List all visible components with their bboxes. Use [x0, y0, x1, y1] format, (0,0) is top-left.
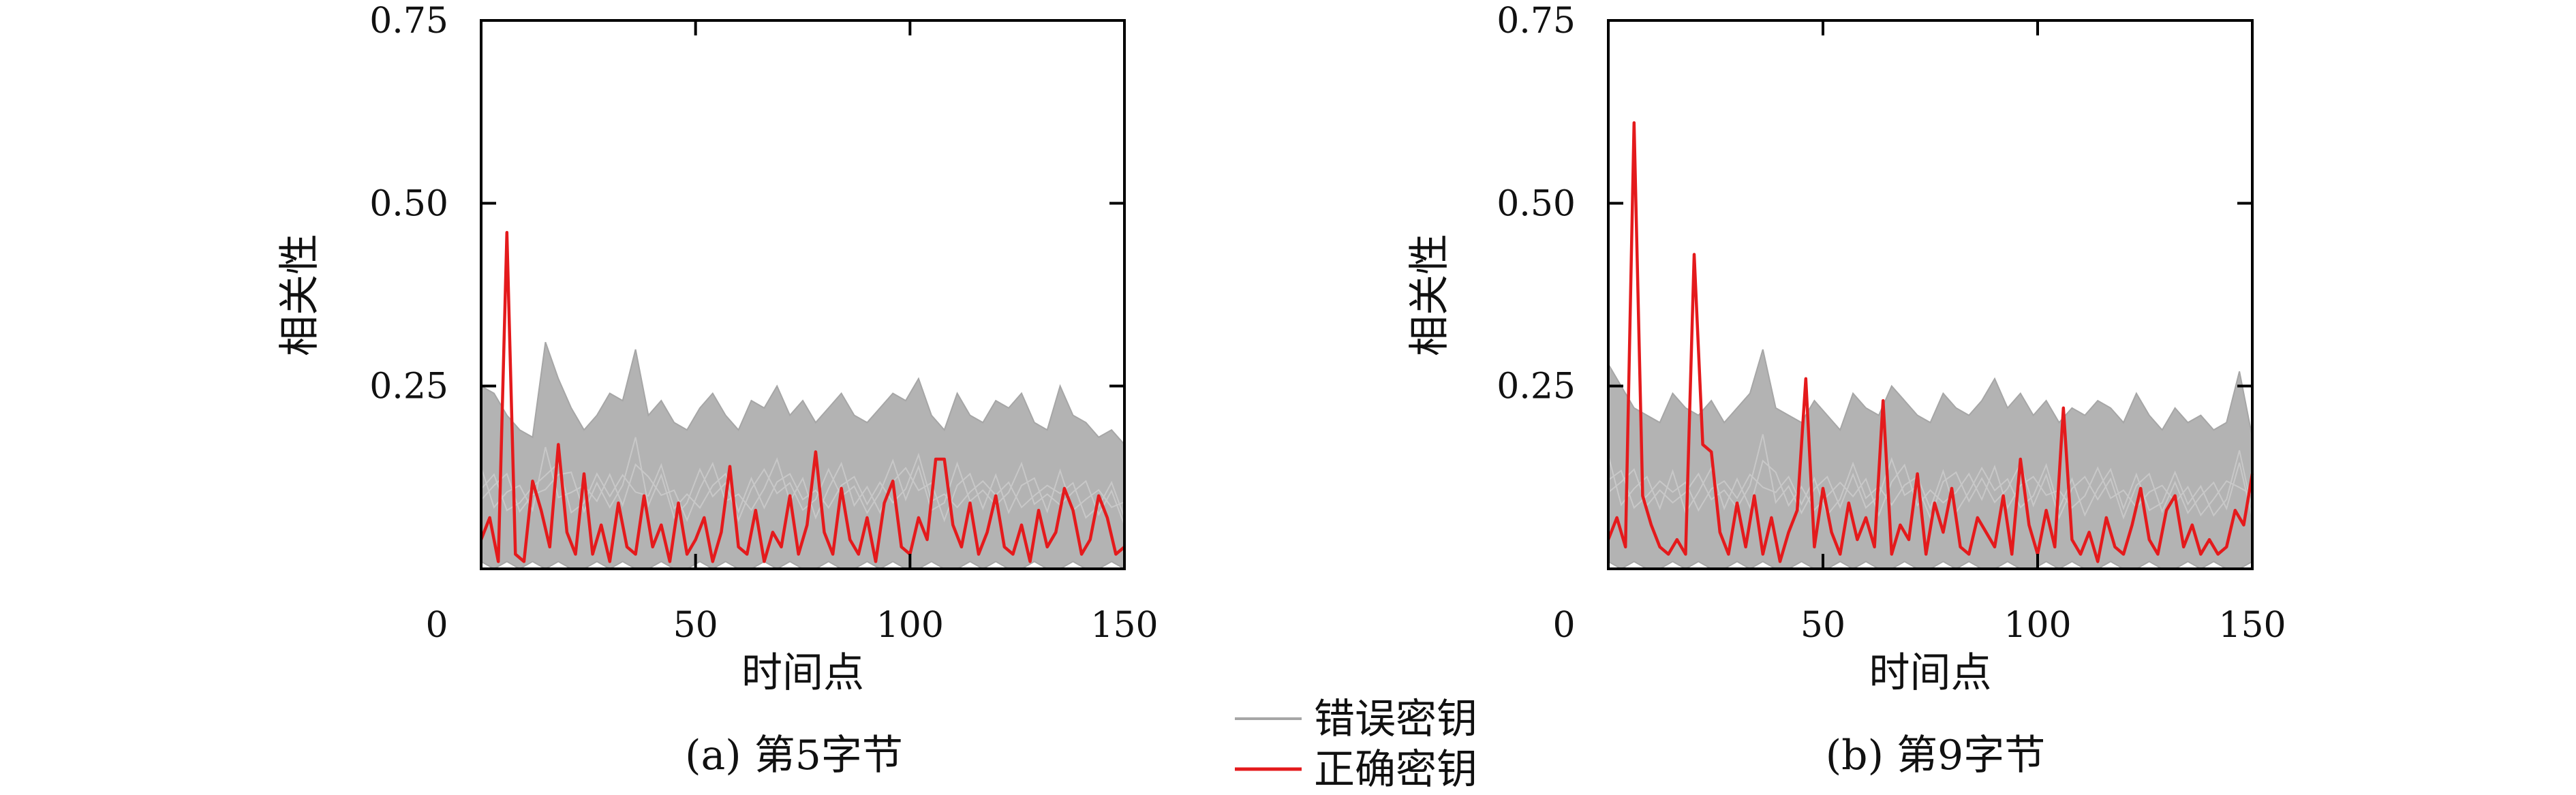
series-correct-key-line	[1606, 121, 2254, 563]
panel-caption: (a) 第5字节	[685, 732, 903, 779]
y-axis-label: 相关性	[276, 234, 324, 356]
x-tick-label: 100	[876, 605, 944, 646]
x-tick-label: 0	[425, 605, 448, 646]
x-tick-label: 150	[1090, 605, 1158, 646]
x-tick-label: 0	[1552, 605, 1575, 646]
x-tick-label: 150	[2218, 605, 2286, 646]
x-tick-label: 100	[2004, 605, 2071, 646]
legend-label: 正确密钥	[1314, 746, 1477, 794]
y-axis-label: 相关性	[1406, 234, 1454, 356]
y-tick-label: 0.25	[369, 367, 448, 407]
y-tick-label: 0.50	[369, 183, 448, 224]
x-tick-label: 50	[1800, 605, 1845, 646]
x-axis-label: 时间点	[1869, 649, 1992, 697]
panel-caption: (b) 第9字节	[1826, 732, 2045, 779]
y-tick-label: 0.75	[369, 1, 448, 42]
series-wrong-key-trace	[480, 452, 1125, 519]
series-wrong-key-trace	[480, 446, 1125, 523]
series-correct-key-line	[479, 231, 1126, 563]
x-axis-label: 时间点	[741, 649, 864, 697]
plot-frame	[480, 19, 1126, 570]
y-tick-label: 0.25	[1497, 367, 1576, 407]
plot-frame	[1607, 19, 2254, 570]
y-tick-label: 0.50	[1497, 183, 1576, 224]
x-tick-label: 50	[673, 605, 718, 646]
y-tick-label: 0.75	[1497, 1, 1576, 42]
legend-label: 错误密钥	[1314, 696, 1477, 743]
